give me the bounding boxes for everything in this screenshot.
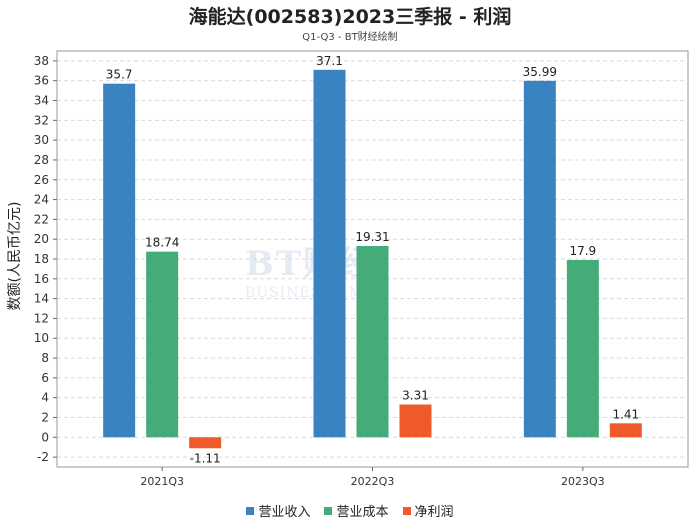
- legend-swatch: [324, 506, 333, 515]
- data-label: -1.11: [190, 451, 221, 465]
- x-axis: 2021Q3 2022Q3 2023Q3: [140, 467, 605, 488]
- y-tick-label: 4: [41, 391, 49, 405]
- y-tick-label: 28: [34, 153, 49, 167]
- data-label: 18.74: [145, 236, 179, 250]
- bar: [609, 423, 642, 438]
- x-tick-label: 2022Q3: [351, 475, 395, 488]
- data-label: 35.99: [523, 65, 557, 79]
- bar: [356, 246, 389, 438]
- legend-swatch: [246, 506, 255, 515]
- y-tick-label: 24: [34, 193, 49, 207]
- data-label: 37.1: [316, 54, 343, 68]
- y-tick-label: 34: [34, 94, 49, 108]
- legend-item: 营业收入: [246, 501, 310, 520]
- data-label: 3.31: [402, 389, 429, 403]
- legend: 营业收入 营业成本 净利润: [0, 501, 700, 520]
- y-tick-label: 16: [34, 272, 49, 286]
- data-label: 1.41: [612, 407, 639, 421]
- y-tick-label: 26: [34, 173, 49, 187]
- bar: [313, 69, 346, 438]
- bar: [523, 80, 556, 438]
- legend-label: 净利润: [414, 505, 454, 520]
- y-tick-label: 6: [41, 371, 49, 385]
- y-tick-label: 20: [34, 232, 49, 246]
- chart-subtitle: Q1-Q3 - BT财经绘制: [302, 32, 398, 43]
- legend-item: 净利润: [402, 501, 454, 520]
- y-tick-label: 14: [34, 292, 49, 306]
- data-label: 19.31: [355, 230, 389, 244]
- bar: [146, 251, 179, 438]
- y-tick-label: 18: [34, 252, 49, 266]
- y-tick-label: 30: [34, 133, 49, 147]
- legend-item: 营业成本: [324, 501, 389, 520]
- bar: [399, 404, 432, 438]
- y-tick-label: 8: [41, 351, 49, 365]
- y-tick-label: 32: [34, 113, 49, 127]
- y-tick-label: 12: [34, 311, 49, 325]
- y-tick-label: 22: [34, 212, 49, 226]
- data-label: 35.7: [106, 68, 133, 82]
- data-label: 17.9: [569, 244, 596, 258]
- legend-label: 营业收入: [258, 505, 311, 520]
- bar: [103, 83, 136, 438]
- y-tick-label: 2: [41, 410, 49, 424]
- bar: [189, 437, 222, 449]
- bar: [566, 259, 599, 438]
- legend-swatch: [402, 506, 411, 515]
- y-tick-label: 10: [34, 331, 49, 345]
- x-tick-label: 2023Q3: [561, 475, 605, 488]
- y-tick-label: 38: [34, 54, 49, 68]
- y-tick-label: -2: [37, 450, 49, 464]
- bars: 35.7 18.74 -1.11 37.1 19.31 3.31 35.99 17.9 1.41: [103, 54, 642, 465]
- chart-title: 海能达(002583)2023三季报 - 利润: [188, 6, 512, 28]
- y-tick-label: 36: [34, 74, 49, 88]
- x-tick-label: 2021Q3: [140, 475, 184, 488]
- legend-label: 营业成本: [336, 505, 389, 520]
- y-tick-label: 0: [41, 430, 49, 444]
